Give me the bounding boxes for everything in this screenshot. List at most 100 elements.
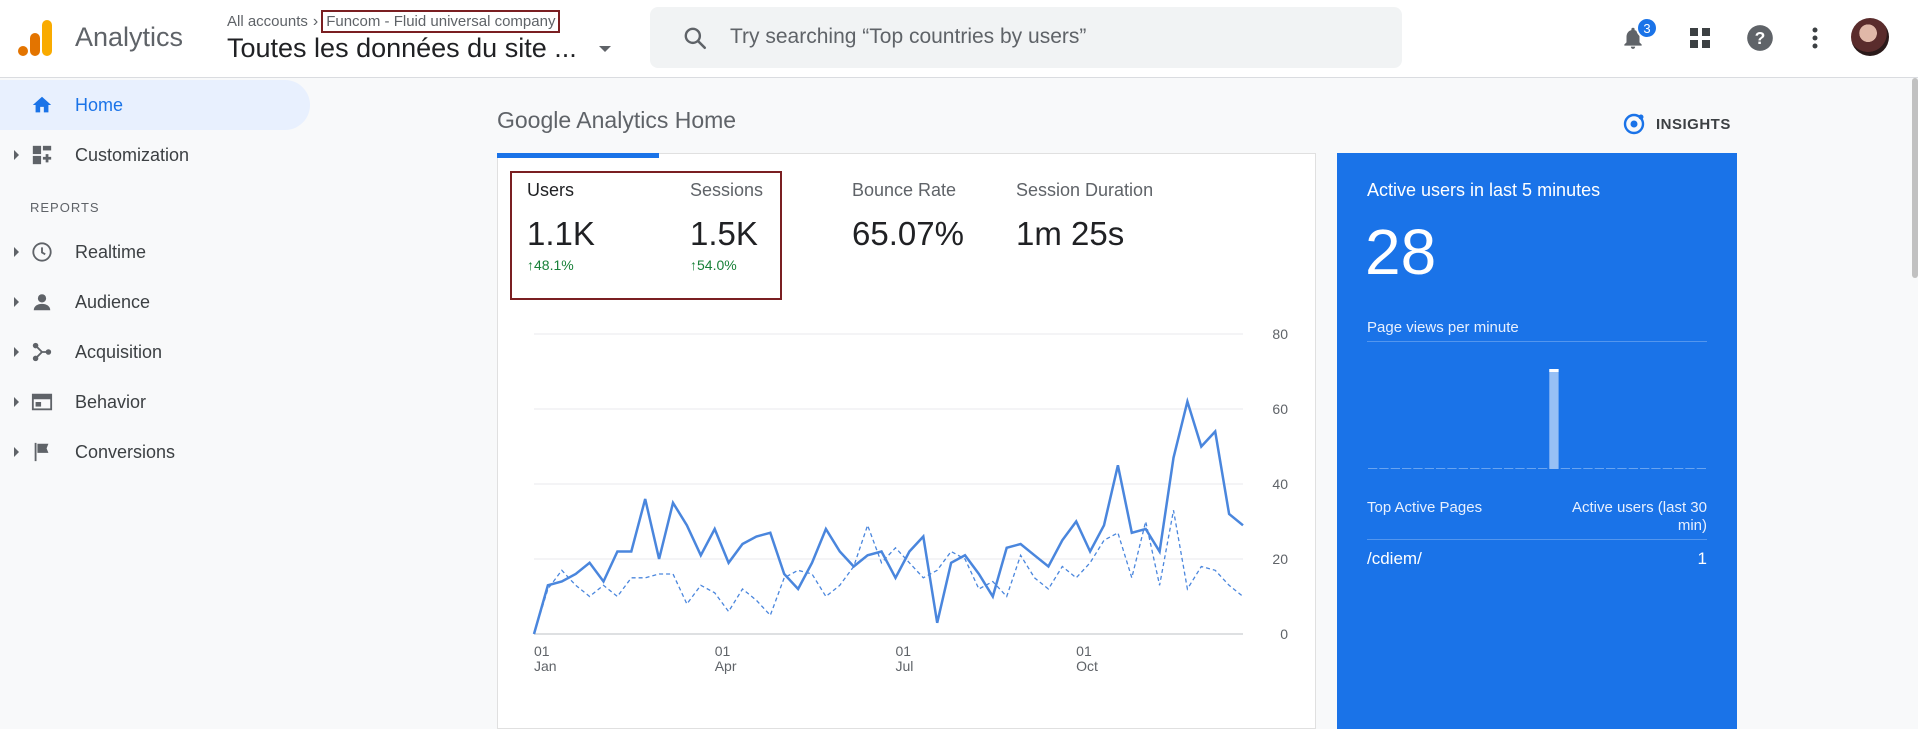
sidebar-item-audience[interactable]: Audience xyxy=(0,277,310,327)
reports-section-label: REPORTS xyxy=(30,200,100,215)
pageview-bar xyxy=(1685,468,1695,469)
x-tick-label: 01 xyxy=(1076,643,1092,659)
pageview-bar xyxy=(1413,468,1423,469)
pageview-bar xyxy=(1560,468,1570,469)
sidebar-item-behavior[interactable]: Behavior xyxy=(0,377,310,427)
x-tick-label: Jan xyxy=(534,658,557,674)
pageview-bar xyxy=(1492,468,1502,469)
breadcrumb-all-accounts[interactable]: All accounts xyxy=(227,13,308,30)
apps-button[interactable] xyxy=(1684,22,1716,54)
metric-label: Users xyxy=(527,180,575,200)
pageview-bar xyxy=(1583,468,1593,469)
notification-badge: 3 xyxy=(1636,17,1658,39)
metric-value: 1.5K xyxy=(690,215,758,252)
metric-label: Sessions xyxy=(690,180,764,200)
pageview-bar xyxy=(1470,468,1480,469)
clock-icon xyxy=(30,240,54,264)
metric-sessions[interactable]: Sessions 1.5K ↑54.0% xyxy=(690,180,763,273)
realtime-title: Active users in last 5 minutes xyxy=(1367,180,1601,200)
sidebar-item-realtime[interactable]: Realtime xyxy=(0,227,310,277)
behavior-icon xyxy=(30,390,54,414)
expand-arrow-icon xyxy=(14,347,19,357)
expand-arrow-icon xyxy=(14,247,19,257)
metric-session-duration[interactable]: Session Duration 1m 25s xyxy=(1016,180,1153,253)
arrow-up-icon: ↑ xyxy=(527,257,534,273)
overview-card: Users 1.1K ↑48.1% Sessions 1.5K ↑54.0% B… xyxy=(497,153,1316,729)
active-page-path[interactable]: /cdiem/ xyxy=(1367,549,1422,568)
x-tick-label: Oct xyxy=(1076,658,1098,674)
sidebar-item-home[interactable]: Home xyxy=(0,80,310,130)
top-active-pages-label: Top Active Pages xyxy=(1367,499,1483,516)
sidebar-item-label: Conversions xyxy=(75,441,176,462)
pageview-bar xyxy=(1515,468,1525,469)
top-bar: Analytics All accounts › Funcom - Fluid … xyxy=(0,0,1918,78)
x-tick-label: 01 xyxy=(895,643,911,659)
pageview-bar xyxy=(1526,468,1536,469)
metric-change: ↑48.1% xyxy=(527,257,574,273)
selected-tab-indicator xyxy=(497,153,659,158)
sidebar-item-label: Acquisition xyxy=(75,341,163,362)
pageview-bar xyxy=(1628,468,1638,469)
x-tick-label: 01 xyxy=(715,643,731,659)
y-tick-label: 0 xyxy=(1280,626,1288,642)
metric-value: 1m 25s xyxy=(1016,215,1125,252)
sidebar-item-conversions[interactable]: Conversions xyxy=(0,427,310,477)
sidebar-item-acquisition[interactable]: Acquisition xyxy=(0,327,310,377)
pageview-bar xyxy=(1447,468,1457,469)
pageview-bar xyxy=(1402,468,1412,469)
sidebar: Home Customization REPORTS Realtime Audi… xyxy=(0,78,320,729)
caret-down-icon xyxy=(598,45,611,52)
property-selector[interactable]: Toutes les données du site ... xyxy=(227,33,611,64)
pageview-bar xyxy=(1549,369,1559,469)
insights-button[interactable]: INSIGHTS xyxy=(1622,112,1731,136)
svg-text:?: ? xyxy=(1755,28,1766,48)
more-vert-icon xyxy=(1812,27,1818,49)
pageview-bar xyxy=(1696,468,1706,469)
sidebar-item-label: Home xyxy=(75,94,124,115)
pageview-bar xyxy=(1640,468,1650,469)
flag-icon xyxy=(30,440,54,464)
breadcrumb-account[interactable]: Funcom - Fluid universal company xyxy=(321,10,561,33)
divider xyxy=(1367,341,1707,342)
pageview-bar xyxy=(1368,468,1378,469)
x-tick-label: Apr xyxy=(715,658,737,674)
search-icon xyxy=(684,27,707,50)
metric-bounce-rate[interactable]: Bounce Rate 65.07% xyxy=(852,180,964,253)
x-tick-label: Jul xyxy=(895,658,913,674)
pageview-bar xyxy=(1436,468,1446,469)
metric-users[interactable]: Users 1.1K ↑48.1% xyxy=(527,180,595,273)
property-name: Toutes les données du site ... xyxy=(227,33,577,63)
sidebar-item-label: Realtime xyxy=(75,241,147,262)
product-name: Analytics xyxy=(75,22,184,52)
breadcrumb: All accounts › Funcom - Fluid universal … xyxy=(227,10,561,33)
expand-arrow-icon xyxy=(14,397,19,407)
pageview-bar xyxy=(1572,468,1582,469)
pageview-bar xyxy=(1424,468,1434,469)
pageviews-bar-chart xyxy=(1368,369,1706,469)
pageview-bar xyxy=(1379,468,1389,469)
series-line-previous xyxy=(533,510,1244,635)
pageview-bar xyxy=(1458,468,1468,469)
avatar[interactable] xyxy=(1851,18,1889,56)
analytics-logo-icon[interactable] xyxy=(18,20,52,56)
sidebar-item-customization[interactable]: Customization xyxy=(0,130,310,180)
realtime-card[interactable]: Active users in last 5 minutes 28 Page v… xyxy=(1337,153,1737,729)
person-icon xyxy=(30,290,54,314)
search-bar[interactable] xyxy=(650,7,1402,68)
search-input[interactable] xyxy=(730,21,1370,53)
pageview-bar xyxy=(1606,468,1616,469)
y-tick-label: 20 xyxy=(1272,551,1288,567)
more-options-button[interactable] xyxy=(1799,22,1831,54)
pageview-bar xyxy=(1504,468,1514,469)
acquisition-icon xyxy=(30,340,54,364)
scrollbar[interactable] xyxy=(1912,78,1918,278)
apps-grid-icon xyxy=(1690,28,1710,48)
metric-label: Session Duration xyxy=(1016,180,1154,200)
pageview-bar xyxy=(1651,468,1661,469)
pageview-bar xyxy=(1538,468,1548,469)
sidebar-item-label: Customization xyxy=(75,144,190,165)
help-button[interactable]: ? xyxy=(1744,22,1776,54)
pageview-bar xyxy=(1481,468,1491,469)
pageview-bar xyxy=(1390,468,1400,469)
